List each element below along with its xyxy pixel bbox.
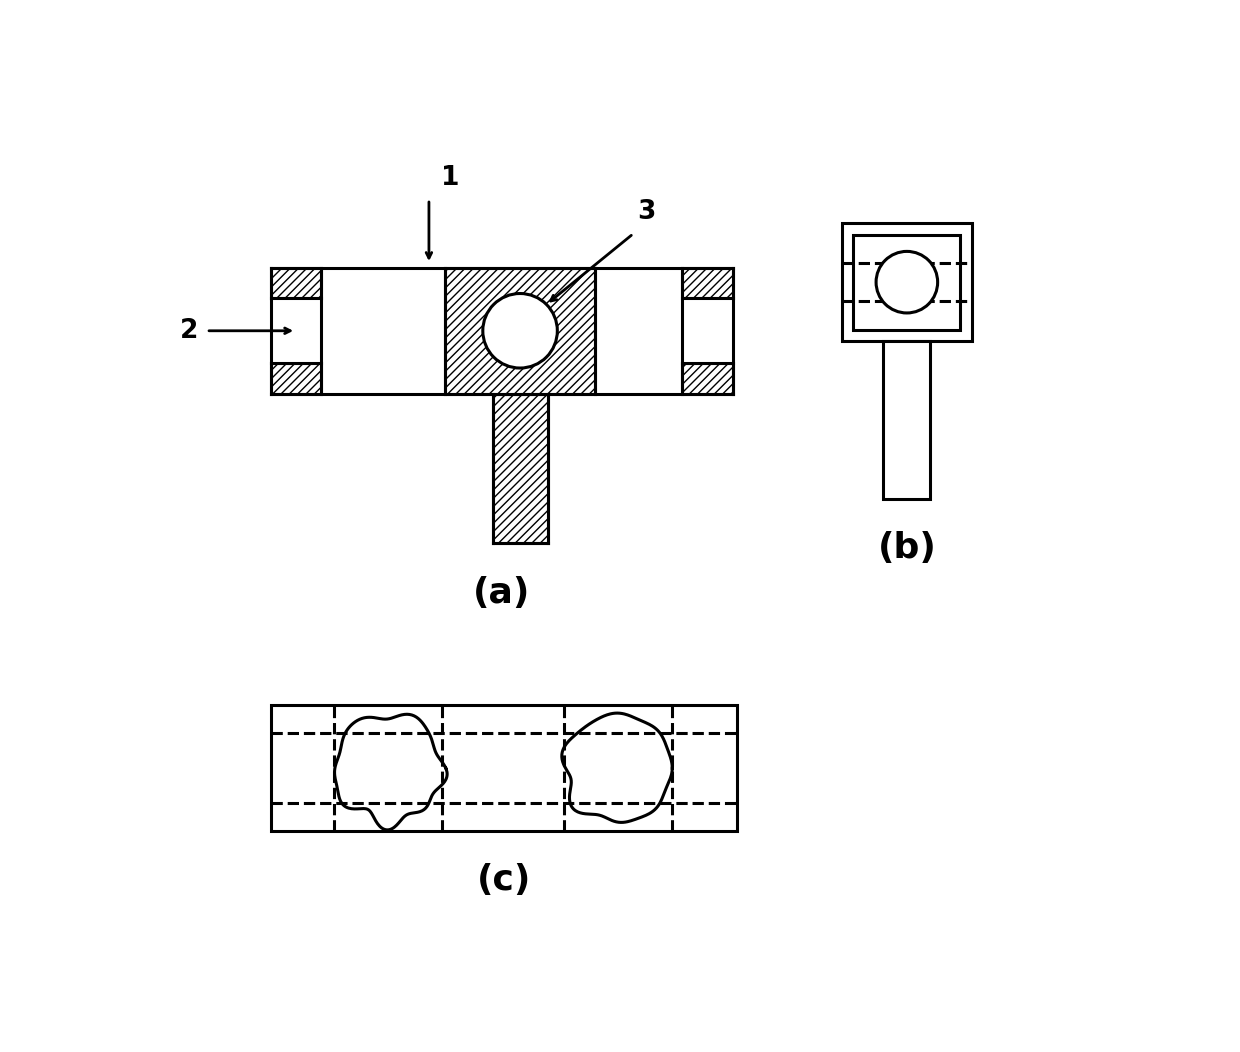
Bar <box>272 298 321 363</box>
Circle shape <box>877 251 937 312</box>
Circle shape <box>482 294 557 368</box>
Bar <box>883 341 930 499</box>
Bar <box>853 235 960 329</box>
Text: 1: 1 <box>441 165 460 191</box>
Text: 2: 2 <box>180 318 198 344</box>
Bar <box>272 363 321 393</box>
Bar <box>272 268 733 393</box>
Bar <box>272 268 321 298</box>
Bar <box>682 268 733 298</box>
Bar <box>842 223 972 341</box>
Bar <box>445 268 595 393</box>
Text: (b): (b) <box>878 531 936 565</box>
Text: (c): (c) <box>476 864 531 897</box>
Text: 3: 3 <box>637 200 656 225</box>
Bar <box>682 363 733 393</box>
Bar <box>272 706 737 831</box>
Bar <box>492 393 548 544</box>
Text: (a): (a) <box>474 575 531 610</box>
Bar <box>682 298 733 363</box>
